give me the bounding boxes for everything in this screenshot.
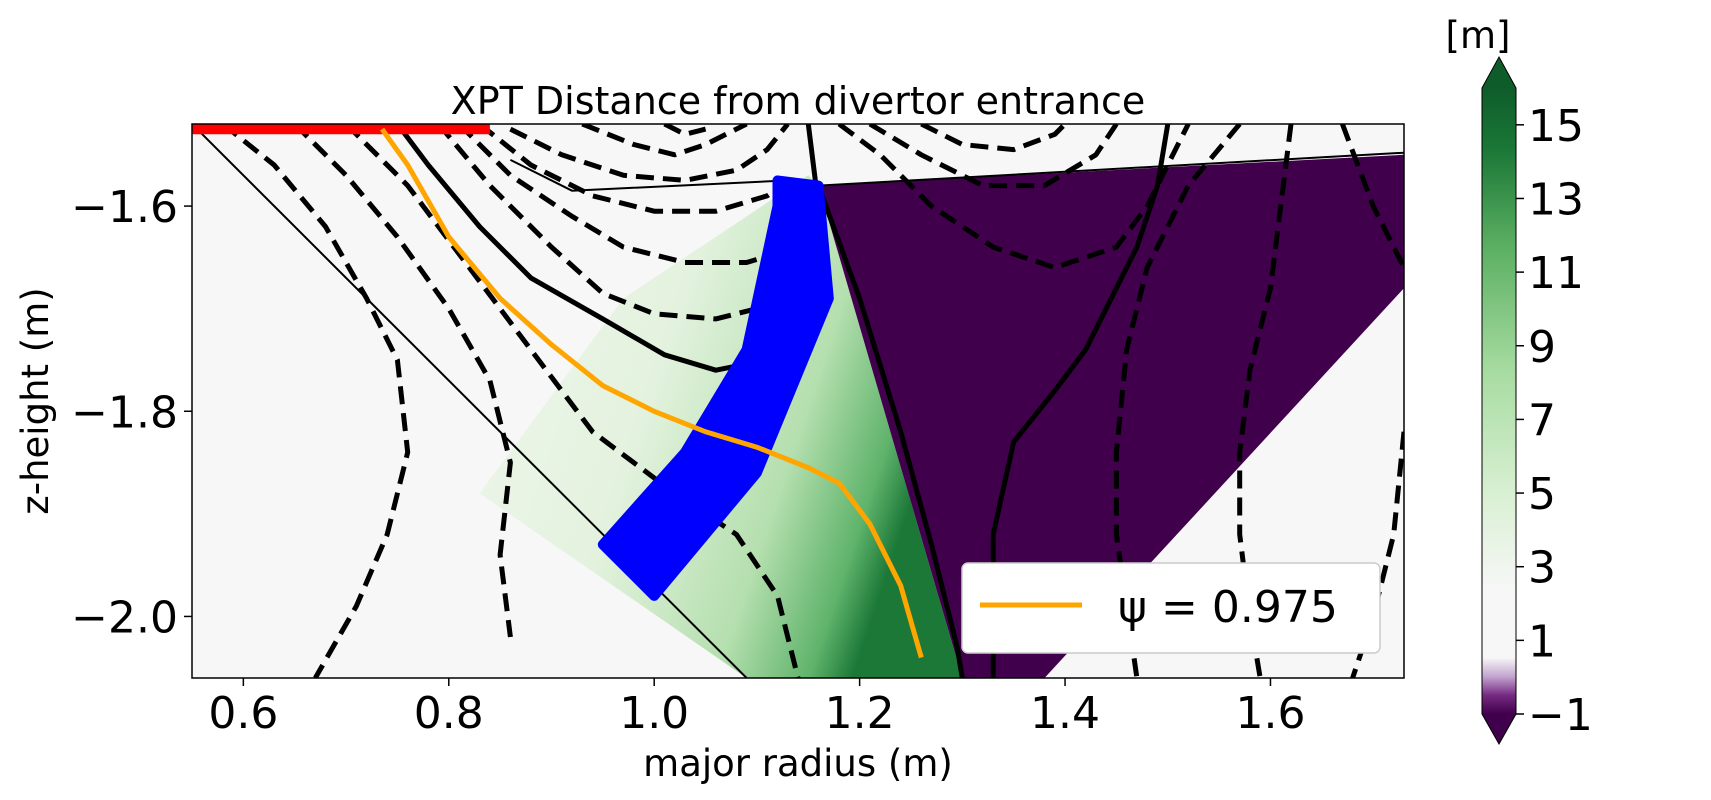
- colorbar-tick-label-5: 5: [1528, 469, 1556, 520]
- colorbar-tick-label-3: 9: [1528, 322, 1556, 373]
- colorbar-label: [m]: [1446, 14, 1511, 57]
- colorbar-extend-top: [1482, 57, 1516, 88]
- x-tick-label-2: 1.0: [619, 688, 689, 739]
- dashed-contour-4: [457, 124, 799, 265]
- y-tick-label-0: −1.6: [71, 182, 178, 233]
- solid-contour-2: [990, 124, 1171, 678]
- y-tick-label-2: −2.0: [71, 592, 178, 643]
- colorbar-tick-label-2: 11: [1528, 248, 1584, 299]
- colorbar-outline: [1481, 55, 1517, 746]
- x-tick-label-1: 0.8: [414, 688, 484, 739]
- dashed-contours: [221, 124, 1404, 678]
- y-axis-label: z-height (m): [14, 287, 57, 514]
- colorbar-gradient: [1482, 88, 1516, 714]
- dashed-contour-10: [868, 124, 1119, 189]
- dashed-contour-8: [663, 124, 707, 137]
- dashed-contour-11: [920, 124, 1067, 153]
- colorbar-tick-label-1: 13: [1528, 174, 1584, 225]
- x-tick-label-4: 1.4: [1030, 688, 1100, 739]
- dashed-contour-5: [478, 124, 800, 214]
- dashed-contour-2: [344, 124, 801, 678]
- colorbar: 15 13 11 9 7 5 3 1 −1 [m]: [1446, 14, 1593, 746]
- x-tick-label-3: 1.2: [825, 688, 895, 739]
- x-axis-label: major radius (m): [643, 742, 953, 785]
- chart-title: XPT Distance from divertor entrance: [451, 79, 1146, 123]
- dashed-contour-6: [509, 124, 790, 183]
- colorbar-tick-label-4: 7: [1528, 395, 1556, 446]
- plot-frame: [191, 123, 1405, 679]
- legend-box: [961, 562, 1381, 654]
- solid-contour-1: [816, 184, 965, 678]
- red-strip: [192, 124, 490, 135]
- legend-entry-label: ψ = 0.975: [1118, 582, 1338, 633]
- dashed-contour-0: [221, 124, 411, 678]
- plot-content: [192, 124, 1404, 678]
- colorbar-tick-label-8: −1: [1528, 690, 1593, 741]
- x-axis-ticks: 0.6 0.8 1.0 1.2 1.4 1.6: [208, 678, 1305, 739]
- legend: ψ = 0.975: [961, 562, 1381, 654]
- x-tick-label-5: 1.6: [1235, 688, 1305, 739]
- dashed-contour-14: [1340, 124, 1404, 269]
- psi-line: [379, 127, 924, 659]
- colorbar-tick-label-7: 1: [1528, 616, 1556, 667]
- x-tick-label-0: 0.6: [208, 688, 278, 739]
- dashed-contour-7: [581, 124, 748, 158]
- y-tick-label-1: −1.8: [71, 387, 178, 438]
- purple-region: [818, 154, 1404, 678]
- colorbar-ticks: 15 13 11 9 7 5 3 1 −1: [1516, 101, 1593, 741]
- colorbar-extend-bottom: [1482, 714, 1516, 744]
- blue-band: [597, 175, 834, 601]
- y-axis-ticks: −1.6 −1.8 −2.0: [71, 182, 192, 643]
- colorbar-tick-label-0: 15: [1528, 101, 1584, 152]
- dashed-contour-1: [292, 124, 513, 638]
- colorbar-tick-label-6: 3: [1528, 543, 1556, 594]
- dashed-contour-13: [1237, 124, 1294, 678]
